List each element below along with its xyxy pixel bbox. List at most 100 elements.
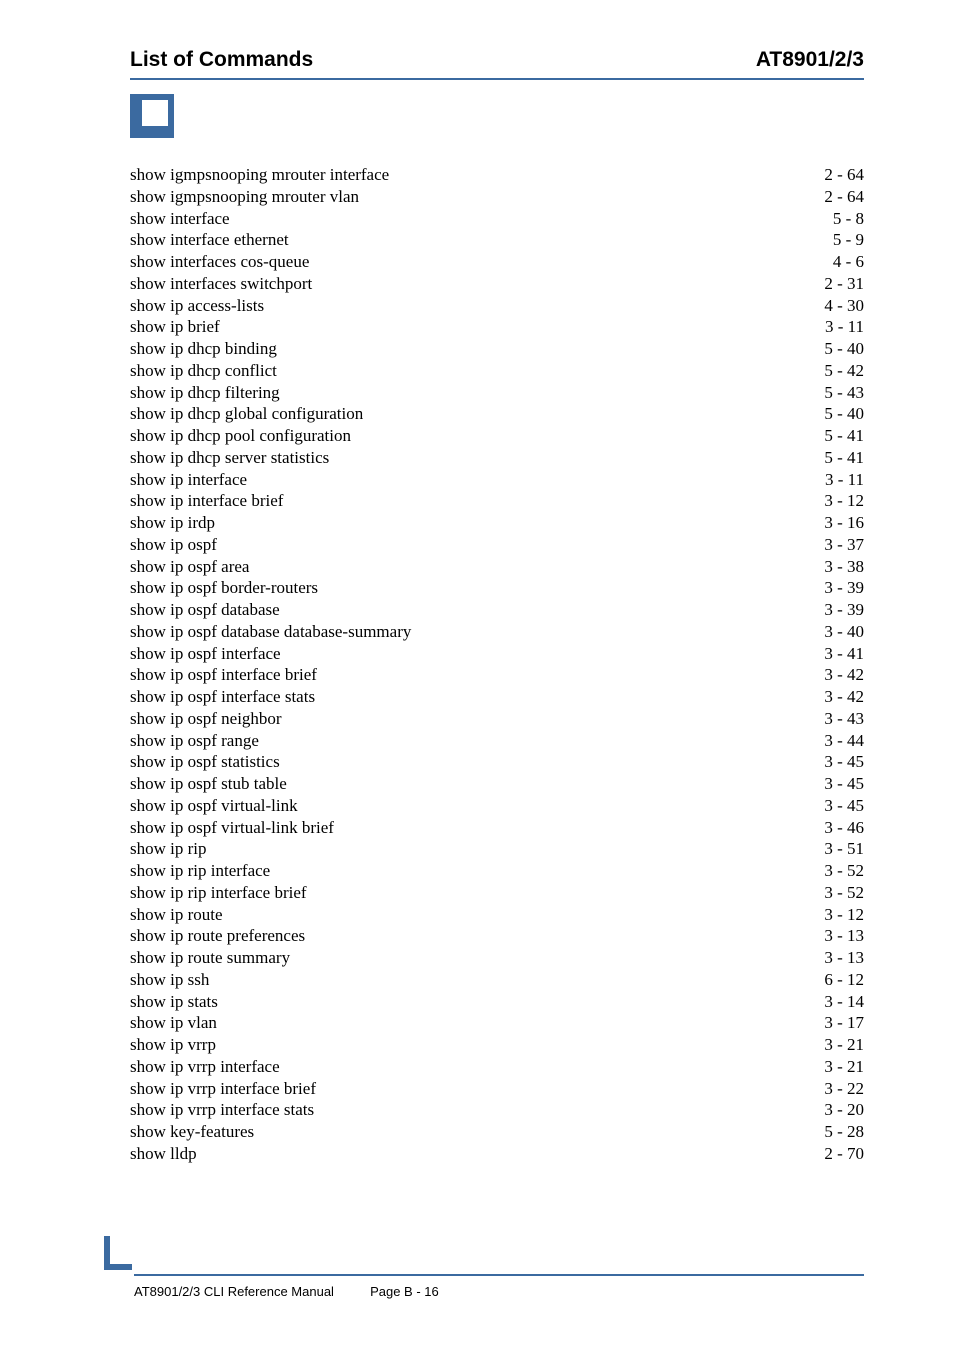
toc-row: show igmpsnooping mrouter vlan2 - 64 [130, 186, 864, 208]
toc-row: show ip interface brief3 - 12 [130, 490, 864, 512]
toc-label: show ip ospf neighbor [130, 708, 294, 730]
toc-row: show ip vrrp interface brief3 - 22 [130, 1078, 864, 1100]
toc-row: show ip route preferences 3 - 13 [130, 925, 864, 947]
toc-page: 3 - 17 [804, 1012, 864, 1034]
toc-page: 3 - 13 [804, 947, 864, 969]
toc-row: show ip stats 3 - 14 [130, 991, 864, 1013]
toc-page: 3 - 46 [804, 817, 864, 839]
toc-label: show ip ospf interface stats [130, 686, 327, 708]
toc-label: show ip ospf virtual-link [130, 795, 310, 817]
toc-row: show lldp2 - 70 [130, 1143, 864, 1165]
toc-page: 3 - 42 [804, 686, 864, 708]
toc-row: show ip ospf virtual-link3 - 45 [130, 795, 864, 817]
toc-label: show ip rip [130, 838, 219, 860]
toc-label: show ip brief [130, 316, 232, 338]
toc-label: show ip dhcp filtering [130, 382, 292, 404]
toc-page: 3 - 40 [804, 621, 864, 643]
toc-label: show igmpsnooping mrouter interface [130, 164, 401, 186]
toc-row: show ip ospf interface 3 - 41 [130, 643, 864, 665]
toc-label: show ip rip interface [130, 860, 282, 882]
toc-page: 3 - 16 [804, 512, 864, 534]
toc-row: show ip dhcp filtering5 - 43 [130, 382, 864, 404]
toc-row: show ip dhcp server statistics5 - 41 [130, 447, 864, 469]
toc-page: 5 - 40 [804, 338, 864, 360]
toc-row: show ip dhcp global configuration 5 - 40 [130, 403, 864, 425]
toc-label: show ip route summary [130, 947, 302, 969]
toc-page: 2 - 70 [804, 1143, 864, 1165]
toc-page: 3 - 21 [804, 1034, 864, 1056]
toc-label: show ip vrrp interface stats [130, 1099, 326, 1121]
toc-page: 3 - 13 [804, 925, 864, 947]
toc-label: show ip ospf database [130, 599, 292, 621]
toc-row: show ip ospf neighbor3 - 43 [130, 708, 864, 730]
toc-page: 3 - 21 [804, 1056, 864, 1078]
toc-label: show ip ospf stub table [130, 773, 299, 795]
toc-row: show ip ssh 6 - 12 [130, 969, 864, 991]
footer-left: AT8901/2/3 CLI Reference Manual [134, 1284, 334, 1299]
page-footer: AT8901/2/3 CLI Reference Manual Page B -… [100, 1236, 864, 1299]
toc-row: show ip ospf border-routers3 - 39 [130, 577, 864, 599]
toc-row: show ip vrrp3 - 21 [130, 1034, 864, 1056]
toc-label: show ip vrrp interface [130, 1056, 292, 1078]
footer-rule [134, 1274, 864, 1276]
toc-label: show ip ssh [130, 969, 221, 991]
toc-row: show ip dhcp binding5 - 40 [130, 338, 864, 360]
toc-label: show ip ospf database database-summary [130, 621, 423, 643]
toc-row: show ip ospf range3 - 44 [130, 730, 864, 752]
toc-row: show ip ospf interface brief3 - 42 [130, 664, 864, 686]
toc-label: show ip ospf virtual-link brief [130, 817, 346, 839]
toc-label: show ip ospf interface brief [130, 664, 329, 686]
toc-page: 5 - 40 [804, 403, 864, 425]
toc-page: 3 - 11 [804, 469, 864, 491]
toc-page: 3 - 52 [804, 860, 864, 882]
toc-row: show ip vlan3 - 17 [130, 1012, 864, 1034]
toc-row: show ip rip interface 3 - 52 [130, 860, 864, 882]
toc-page: 3 - 52 [804, 882, 864, 904]
toc-page: 6 - 12 [804, 969, 864, 991]
toc-row: show ip interface3 - 11 [130, 469, 864, 491]
toc-label: show ip vrrp interface brief [130, 1078, 328, 1100]
toc-label: show ip ospf interface [130, 643, 293, 665]
toc-row: show ip vrrp interface 3 - 21 [130, 1056, 864, 1078]
toc-label: show interfaces cos-queue [130, 251, 321, 273]
toc-label: show ip rip interface brief [130, 882, 319, 904]
toc-row: show ip dhcp conflict5 - 42 [130, 360, 864, 382]
toc-page: 3 - 14 [804, 991, 864, 1013]
toc-label: show ip irdp [130, 512, 227, 534]
toc-row: show key-features5 - 28 [130, 1121, 864, 1143]
footer-corner-mark [104, 1236, 132, 1270]
toc-row: show ip route summary 3 - 13 [130, 947, 864, 969]
toc-row: show interfaces cos-queue 4 - 6 [130, 251, 864, 273]
toc-row: show interface ethernet5 - 9 [130, 229, 864, 251]
toc-page: 5 - 8 [804, 208, 864, 230]
toc-label: show interface ethernet [130, 229, 301, 251]
header-title-left: List of Commands [130, 48, 313, 72]
toc-row: show ip ospf stub table 3 - 45 [130, 773, 864, 795]
corner-logo-inner [130, 126, 174, 138]
toc-page: 4 - 30 [804, 295, 864, 317]
page-header: List of Commands AT8901/2/3 [130, 48, 864, 78]
toc-row: show ip route3 - 12 [130, 904, 864, 926]
toc-page: 3 - 41 [804, 643, 864, 665]
toc-page: 3 - 12 [804, 490, 864, 512]
toc-label: show ip ospf [130, 534, 229, 556]
toc-row: show interfaces switchport2 - 31 [130, 273, 864, 295]
corner-logo [130, 94, 174, 138]
toc-label: show ip dhcp global configuration [130, 403, 375, 425]
toc-page: 3 - 45 [804, 773, 864, 795]
toc-row: show ip ospf database database-summary 3 … [130, 621, 864, 643]
toc-page: 3 - 38 [804, 556, 864, 578]
toc-row: show ip rip interface brief 3 - 52 [130, 882, 864, 904]
toc-page: 3 - 37 [804, 534, 864, 556]
toc-page: 3 - 12 [804, 904, 864, 926]
toc-label: show ip ospf statistics [130, 751, 292, 773]
toc-label: show ip ospf area [130, 556, 261, 578]
footer-text: AT8901/2/3 CLI Reference Manual Page B -… [134, 1284, 864, 1299]
toc-label: show ip route preferences [130, 925, 317, 947]
toc-label: show interface [130, 208, 242, 230]
toc-label: show interfaces switchport [130, 273, 324, 295]
toc-page: 4 - 6 [804, 251, 864, 273]
toc-label: show ip stats [130, 991, 230, 1013]
toc-row: show ip rip3 - 51 [130, 838, 864, 860]
toc-row: show ip ospf statistics3 - 45 [130, 751, 864, 773]
